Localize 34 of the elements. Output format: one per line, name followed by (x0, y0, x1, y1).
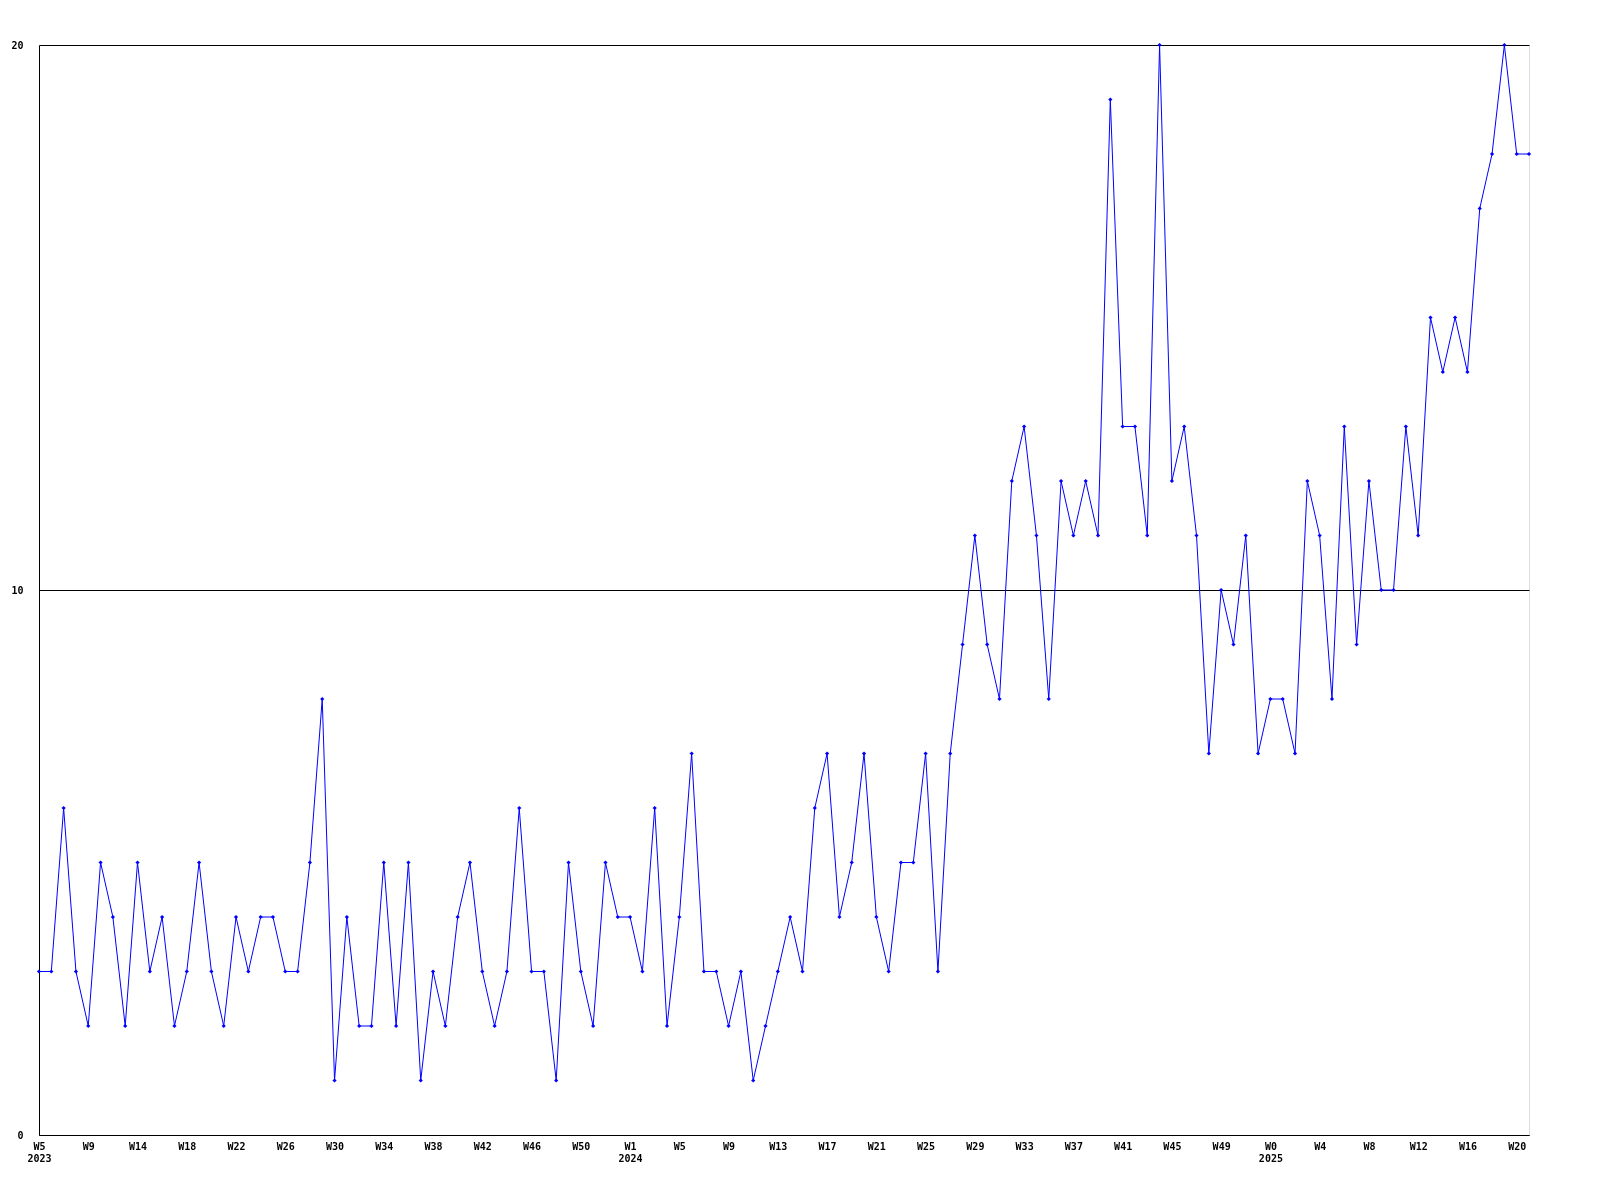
x-tick-label: W18 (178, 1140, 197, 1152)
x-tick-label: W25 (917, 1140, 936, 1152)
x-tick-label: W0 2025 (1258, 1140, 1283, 1164)
x-tick-label: W20 (1508, 1140, 1527, 1152)
x-tick-label: W33 (1015, 1140, 1034, 1152)
x-tick-label: W41 (1114, 1140, 1133, 1152)
y-tick-label: 10 (11, 584, 24, 596)
x-tick-label: W17 (818, 1140, 837, 1152)
x-tick-label: W34 (375, 1140, 394, 1152)
x-tick-label: W26 (276, 1140, 295, 1152)
x-tick-label: W12 (1409, 1140, 1428, 1152)
y-tick-label: 20 (11, 39, 24, 51)
x-tick-label: W4 (1314, 1140, 1327, 1152)
x-tick-label: W30 (326, 1140, 345, 1152)
x-tick-label: W22 (227, 1140, 246, 1152)
x-tick-label: W38 (424, 1140, 443, 1152)
x-tick-label: W14 (128, 1140, 148, 1152)
x-tick-label: W5 (673, 1140, 686, 1152)
x-tick-label: W9 (82, 1140, 95, 1152)
x-tick-label: W42 (473, 1140, 492, 1152)
x-tick-label: W13 (769, 1140, 788, 1152)
x-tick-label: W5 2023 (27, 1140, 52, 1164)
x-tick-label: W46 (523, 1140, 542, 1152)
x-tick-label: W37 (1064, 1140, 1083, 1152)
x-tick-label: W49 (1212, 1140, 1231, 1152)
y-tick-label: 0 (17, 1129, 24, 1141)
x-tick-label: W21 (867, 1140, 886, 1152)
x-tick-label: W29 (966, 1140, 985, 1152)
x-tick-label: W9 (723, 1140, 736, 1152)
x-tick-label: W50 (572, 1140, 591, 1152)
x-tick-label: W16 (1458, 1140, 1477, 1152)
x-tick-label: W45 (1163, 1140, 1182, 1152)
x-tick-label: W1 2024 (618, 1140, 643, 1164)
x-tick-label: W8 (1363, 1140, 1376, 1152)
